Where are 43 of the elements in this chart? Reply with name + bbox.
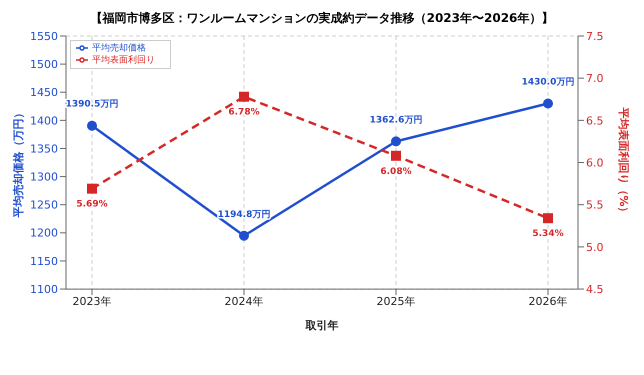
- y-tick-label: 1300: [30, 170, 58, 184]
- y-tick-label: 1400: [30, 114, 58, 128]
- x-tick-label: 2023年: [72, 294, 112, 308]
- data-label: 1362.6万円: [370, 114, 422, 126]
- y-tick-label: 1250: [30, 198, 58, 212]
- y2-axis-title: 平均表面利回り（%）: [617, 106, 630, 218]
- point: [543, 98, 553, 108]
- y-tick-label: 1450: [30, 86, 58, 100]
- y-tick-label: 1200: [30, 226, 58, 240]
- legend-label: 平均売却価格: [92, 43, 146, 54]
- chart-title: 【福岡市博多区：ワンルームマンションの実成約データ推移（2023年〜2026年）】: [90, 10, 554, 27]
- y2-tick-label: 7.0: [586, 72, 604, 86]
- y-tick-label: 1150: [30, 254, 58, 268]
- data-label: 5.34%: [532, 229, 564, 240]
- data-label: 5.69%: [76, 200, 108, 210]
- y2-tick-label: 5.5: [586, 198, 604, 212]
- point: [543, 213, 553, 224]
- point: [391, 150, 401, 161]
- y-tick-label: 1350: [30, 142, 58, 156]
- data-label: 6.08%: [380, 166, 412, 177]
- y-tick-label: 1550: [30, 30, 58, 43]
- point: [239, 230, 249, 241]
- y-tick-label: 1100: [30, 282, 58, 296]
- x-tick-label: 2025年: [376, 294, 416, 308]
- point: [391, 136, 401, 146]
- point: [87, 120, 97, 131]
- data-label: 1430.0万円: [522, 76, 574, 88]
- point: [239, 92, 249, 102]
- x-axis-title: 取引年: [304, 319, 338, 332]
- point: [87, 184, 97, 194]
- data-label: 1390.5万円: [66, 98, 118, 110]
- y-axis-title: 平均売却価格（万円）: [12, 108, 25, 219]
- data-label: 1194.8万円: [218, 208, 270, 220]
- y2-tick-label: 4.5: [586, 282, 604, 296]
- x-tick-label: 2026年: [528, 294, 568, 308]
- y2-tick-label: 6.0: [586, 156, 604, 170]
- y2-tick-label: 5.0: [586, 240, 604, 254]
- y-tick-label: 1500: [30, 58, 58, 72]
- legend-label: 平均表面利回り: [92, 56, 155, 66]
- x-tick-label: 2024年: [224, 294, 264, 308]
- y2-tick-label: 7.5: [586, 30, 604, 43]
- data-label: 6.78%: [228, 108, 260, 118]
- y2-tick-label: 6.5: [586, 114, 604, 128]
